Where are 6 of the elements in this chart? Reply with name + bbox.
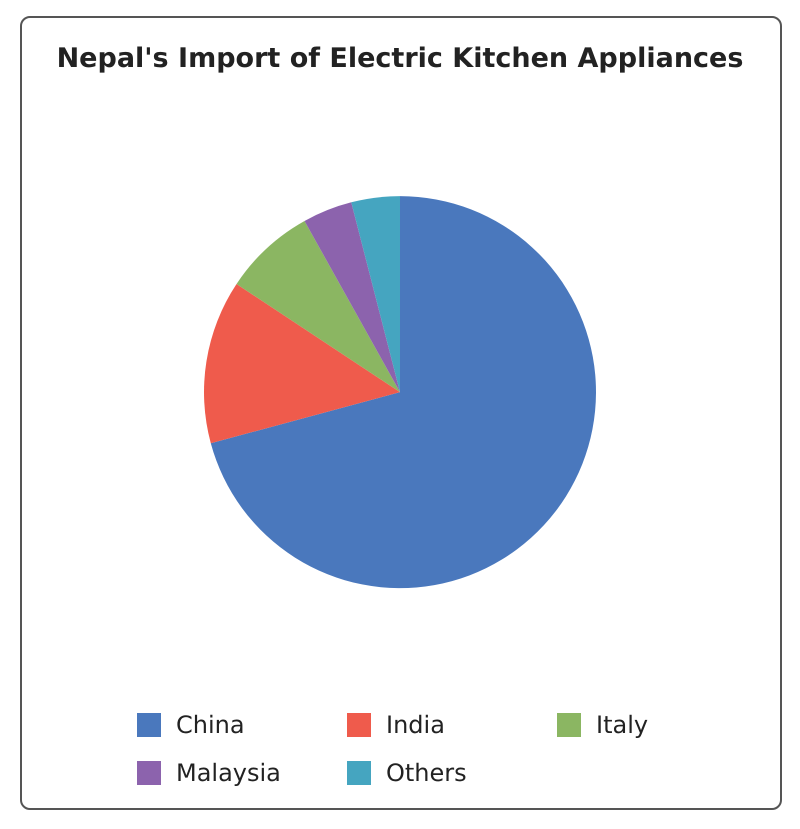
chart-title: Nepal's Import of Electric Kitchen Appliances	[56, 43, 744, 74]
legend-label: Malaysia	[176, 759, 281, 787]
legend-label: Others	[386, 759, 467, 787]
legend-label: India	[386, 711, 445, 739]
legend-label: Italy	[596, 711, 648, 739]
legend-label: China	[176, 711, 245, 739]
